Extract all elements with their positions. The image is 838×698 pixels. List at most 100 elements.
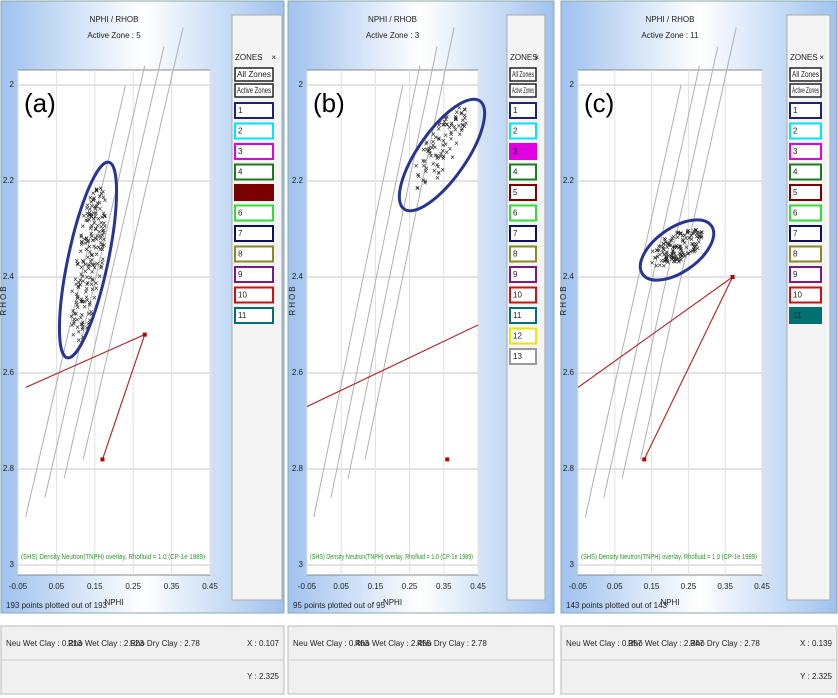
zones-close[interactable]: × xyxy=(819,53,824,62)
zone-swatch[interactable] xyxy=(509,245,537,263)
zone-label: 5 xyxy=(513,188,518,197)
zone-swatch[interactable] xyxy=(509,286,537,304)
scatter-point: × xyxy=(655,252,660,261)
scatter-point: × xyxy=(674,243,679,252)
zone-button[interactable] xyxy=(789,83,822,98)
scatter-point: × xyxy=(680,235,685,244)
zone-swatch[interactable] xyxy=(234,225,274,242)
zone-swatch[interactable] xyxy=(789,225,822,242)
scatter-point: × xyxy=(449,135,454,144)
zones-header: ZONES xyxy=(790,53,818,62)
scatter-point: × xyxy=(669,241,674,250)
scatter-point: × xyxy=(452,122,457,131)
zone-button[interactable] xyxy=(234,83,274,98)
zone-swatch[interactable] xyxy=(234,102,274,119)
zone-swatch[interactable] xyxy=(509,327,537,345)
zone-swatch[interactable] xyxy=(789,286,822,304)
scatter-point: × xyxy=(671,257,676,266)
zone-label: 13 xyxy=(513,352,522,361)
zone-swatch[interactable] xyxy=(509,122,537,140)
scatter-point: × xyxy=(84,234,89,243)
zone-swatch[interactable] xyxy=(234,286,274,304)
scatter-point: × xyxy=(90,260,95,269)
zone-swatch[interactable] xyxy=(509,163,537,181)
zone-swatch[interactable] xyxy=(509,143,537,160)
zone-swatch[interactable] xyxy=(509,266,537,283)
scatter-point: × xyxy=(443,140,448,149)
zones-close[interactable]: × xyxy=(534,53,539,62)
scatter-point: × xyxy=(430,144,435,153)
active-zone: Active Zone : 3 xyxy=(366,31,420,40)
scatter-point: × xyxy=(90,255,95,264)
scatter-point: × xyxy=(684,243,689,252)
zone-swatch[interactable] xyxy=(234,307,274,324)
zone-swatch[interactable] xyxy=(789,143,822,160)
scatter-point: × xyxy=(449,121,454,130)
scatter-point: × xyxy=(86,237,91,246)
zone-label: 9 xyxy=(238,270,243,279)
scatter-point: × xyxy=(91,196,96,205)
scatter-point: × xyxy=(80,325,85,334)
zone-swatch[interactable] xyxy=(234,204,274,222)
zone-button[interactable] xyxy=(789,67,822,82)
scatter-point: × xyxy=(422,162,427,171)
zones-close[interactable]: × xyxy=(271,53,276,62)
scatter-point: × xyxy=(463,106,468,115)
zone-swatch[interactable] xyxy=(234,163,274,181)
zone-swatch[interactable] xyxy=(509,204,537,222)
clay-line xyxy=(101,334,146,460)
scatter-point: × xyxy=(664,255,669,264)
zone-swatch[interactable] xyxy=(509,348,537,365)
zone-swatch[interactable] xyxy=(789,122,822,140)
zone-swatch[interactable] xyxy=(509,102,537,119)
scatter-point: × xyxy=(427,144,432,153)
zone-swatch[interactable] xyxy=(789,184,822,201)
scatter-point: × xyxy=(80,272,85,281)
scatter-point: × xyxy=(92,242,97,251)
zone-swatch[interactable] xyxy=(234,143,274,160)
zone-swatch[interactable] xyxy=(789,245,822,263)
scatter-point: × xyxy=(80,297,85,306)
zone-swatch[interactable] xyxy=(234,122,274,140)
zone-button-label: Active Zones xyxy=(512,86,534,95)
zone-swatch[interactable] xyxy=(789,204,822,222)
scatter-point: × xyxy=(87,208,92,217)
scatter-point: × xyxy=(672,249,677,258)
zone-swatch[interactable] xyxy=(509,184,537,201)
y-tick-label: 2.6 xyxy=(563,368,575,377)
scatter-point: × xyxy=(691,240,696,249)
scatter-point: × xyxy=(72,309,77,318)
scatter-point: × xyxy=(414,162,419,171)
scatter-point: × xyxy=(96,214,101,223)
scatter-point: × xyxy=(86,212,91,221)
scatter-point: × xyxy=(87,216,92,225)
zone-label: 3 xyxy=(793,147,798,156)
scatter-point: × xyxy=(678,253,683,262)
zone-swatch[interactable] xyxy=(789,102,822,119)
zone-swatch[interactable] xyxy=(509,307,537,324)
zone-swatch[interactable] xyxy=(509,225,537,242)
scatter-point: × xyxy=(664,253,669,262)
zone-button[interactable] xyxy=(509,83,537,98)
zone-swatch[interactable] xyxy=(234,184,274,201)
scatter-point: × xyxy=(90,250,95,259)
scatter-point: × xyxy=(698,229,703,238)
zone-swatch[interactable] xyxy=(789,163,822,181)
scatter-point: × xyxy=(85,273,90,282)
scatter-point: × xyxy=(670,243,675,252)
status-field: Rho Dry Clay : 2.78 xyxy=(690,639,760,648)
zone-swatch[interactable] xyxy=(234,266,274,283)
scatter-point: × xyxy=(666,251,671,260)
scatter-point: × xyxy=(92,264,97,273)
zone-label: 1 xyxy=(793,106,798,115)
zone-button[interactable] xyxy=(234,67,274,82)
scatter-point: × xyxy=(462,105,467,114)
zone-swatch[interactable] xyxy=(789,266,822,283)
scatter-point: × xyxy=(437,135,442,144)
zone-swatch[interactable] xyxy=(234,245,274,263)
scatter-point: × xyxy=(100,213,105,222)
zone-button[interactable] xyxy=(509,67,537,82)
zone-swatch[interactable] xyxy=(789,307,822,324)
x-tick-label: -0.05 xyxy=(569,582,588,591)
scatter-point: × xyxy=(100,258,105,267)
